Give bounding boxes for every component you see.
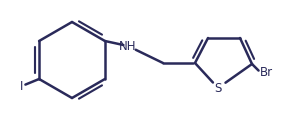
Text: S: S <box>214 82 222 94</box>
Text: NH: NH <box>119 40 137 52</box>
Text: Br: Br <box>260 66 273 78</box>
Text: I: I <box>20 80 24 92</box>
